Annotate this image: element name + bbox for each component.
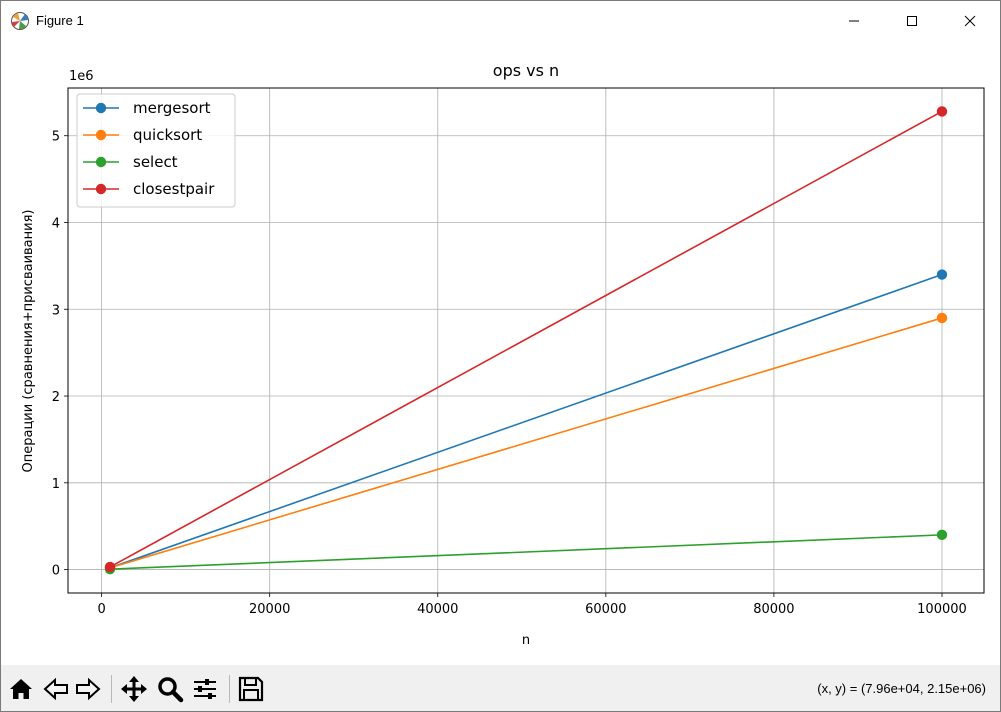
series-line-quicksort [109,317,943,569]
x-tick-label: 60000 [585,602,626,617]
series-layer [104,106,948,575]
x-tick-label: 40000 [417,602,458,617]
series-point-mergesort [936,269,948,280]
axes: 0 20000 40000 60000 80000 100000 0 1 2 3 4 5 [52,87,985,617]
legend-swatch-marker [95,183,107,195]
y-tick-label: 4 [52,216,60,231]
window-title: Figure 1 [36,13,84,28]
save-icon[interactable] [236,674,266,704]
legend-box [76,93,236,208]
legend-swatch-marker [95,129,107,141]
maximize-icon [907,16,917,26]
y-tick-label: 1 [52,477,60,492]
minimize-icon [849,20,859,22]
zoom-icon[interactable] [155,674,185,704]
x-axis-label: n [522,633,530,648]
configure-subplots-icon[interactable] [190,674,220,704]
grid [68,88,984,593]
title-bar[interactable]: Figure 1 [1,1,1000,41]
forward-icon[interactable] [73,674,103,704]
legend-label: quicksort [133,126,202,144]
series-point-quicksort [936,312,948,324]
legend-label: select [133,153,178,171]
legend-label: mergesort [133,99,211,117]
y-offset-label: 1e6 [69,69,94,84]
close-button[interactable] [947,1,993,41]
y-axis-label: Операции (сравнения+присваивания) [21,210,36,473]
series-point-closestpair [104,561,116,573]
matplotlib-app-icon [11,12,29,30]
navigation-toolbar: (x, y) = (7.96e+04, 2.15e+06) [1,665,1000,711]
plot-frame [67,87,985,594]
y-tick-label: 2 [52,390,60,405]
back-icon[interactable] [41,674,71,704]
minimize-button[interactable] [831,1,877,41]
x-tick-label: 100000 [917,602,967,617]
chart-title: ops vs n [493,61,559,80]
series-line-closestpair [109,110,943,568]
legend-swatch-marker [95,102,107,114]
close-icon [964,15,976,27]
series-line-select [109,534,943,570]
cursor-coordinates: (x, y) = (7.96e+04, 2.15e+06) [817,681,986,696]
home-icon[interactable] [6,674,36,704]
series-point-closestpair [936,106,948,117]
legend-label: closestpair [133,180,215,198]
legend-swatch-marker [95,156,107,168]
x-tick-label: 20000 [249,602,290,617]
figure-canvas[interactable]: 0 20000 40000 60000 80000 100000 0 1 2 3 4 5 merges… [1,41,1000,665]
y-tick-label: 5 [52,130,60,145]
pan-icon[interactable] [119,674,149,704]
series-line-mergesort [109,273,943,569]
toolbar-separator [229,675,230,703]
series-point-select [936,529,948,541]
y-tick-label: 0 [52,564,60,579]
x-tick-label: 0 [97,602,105,617]
maximize-button[interactable] [889,1,935,41]
y-tick-label: 3 [52,303,60,318]
chart: 0 20000 40000 60000 80000 100000 0 1 2 3 4 5 merges… [21,61,985,648]
legend[interactable]: mergesort quicksort select closestpair [76,93,236,208]
toolbar-separator [111,675,112,703]
x-tick-label: 80000 [753,602,794,617]
